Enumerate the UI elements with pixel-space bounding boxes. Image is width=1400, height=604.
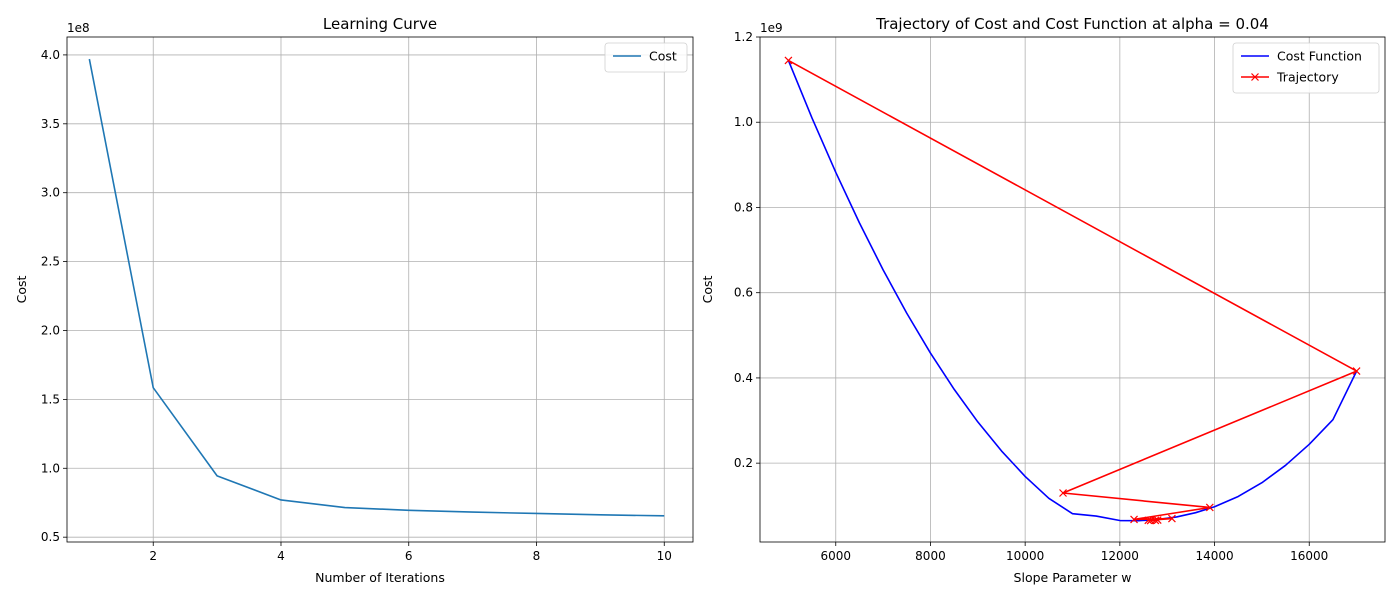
x-axis-label: Slope Parameter w — [1014, 570, 1132, 585]
y-tick-label: 3.5 — [41, 117, 60, 131]
marker-stroke — [1151, 516, 1160, 525]
legend: Cost Function Trajectory — [1232, 42, 1380, 94]
marker-stroke — [1130, 515, 1138, 524]
marker-stroke — [1144, 516, 1153, 525]
y-tick-label: 0.8 — [734, 200, 753, 214]
y-tick-label: 0.6 — [734, 286, 753, 300]
y-tick-label: 4.0 — [41, 48, 60, 62]
x-tick-label: 8 — [533, 549, 541, 563]
y-axis-label: Cost — [700, 276, 715, 304]
y-tick-label: 0.2 — [734, 456, 753, 470]
data-point-marker — [1153, 516, 1162, 524]
series-line-2 — [788, 59, 1358, 522]
chart-title: Trajectory of Cost and Cost Function at … — [875, 15, 1269, 33]
legend-box — [604, 42, 688, 73]
y-tick-label: 2.0 — [41, 323, 60, 337]
y-offset-text: 1e9 — [760, 21, 783, 35]
data-point-marker — [1151, 516, 1160, 525]
legend-box — [1232, 42, 1380, 94]
grid-lines — [67, 37, 693, 542]
x-tick-label: 8000 — [915, 549, 946, 563]
grid-lines — [760, 36, 1385, 542]
series-line-1 — [88, 58, 665, 517]
y-tick-label: 0.5 — [41, 530, 60, 544]
y-tick-label: 1.0 — [41, 461, 60, 475]
data-point-marker — [1059, 489, 1067, 497]
data-point-marker — [1130, 515, 1138, 524]
y-tick-label: 3.0 — [41, 186, 60, 200]
marker-stroke — [1153, 516, 1162, 524]
legend: Cost — [604, 42, 688, 73]
data-point-marker — [1144, 516, 1153, 525]
y-axis-label: Cost — [14, 276, 29, 304]
x-tick-label: 14000 — [1195, 549, 1233, 563]
legend-label: Cost — [649, 49, 677, 64]
subplot-2: 6000 8000 10000 12000 14000 16000 0.2 0.4 0.6 0.8… — [700, 15, 1386, 585]
x-tick-label: 4 — [277, 549, 285, 563]
marker-stroke — [1059, 489, 1067, 497]
legend-label: Trajectory — [1276, 70, 1339, 85]
chart-title: Learning Curve — [323, 15, 437, 33]
x-tick-label: 6 — [405, 549, 413, 563]
y-tick-label: 1.0 — [734, 115, 753, 129]
y-tick-label: 0.4 — [734, 371, 753, 385]
x-tick-label: 16000 — [1290, 549, 1328, 563]
series-line-1 — [787, 60, 1358, 522]
x-tick-label: 2 — [149, 549, 157, 563]
y-tick-label: 1.2 — [734, 30, 753, 44]
legend-label: Cost Function — [1277, 49, 1362, 64]
data-point-marker — [784, 56, 793, 65]
x-tick-label: 10 — [657, 549, 672, 563]
x-tick-label: 12000 — [1101, 549, 1139, 563]
data-point-marker — [1205, 503, 1214, 512]
x-axis-label: Number of Iterations — [315, 570, 445, 585]
x-tick-label: 6000 — [820, 549, 851, 563]
y-tick-label: 1.5 — [41, 392, 60, 406]
marker-stroke — [784, 56, 793, 65]
data-point-marker — [1168, 514, 1176, 523]
marker-stroke — [1352, 367, 1361, 376]
axes-frame — [66, 36, 694, 543]
axes-frame — [759, 36, 1386, 543]
legend-marker-stroke — [1251, 73, 1259, 81]
y-tick-label: 2.5 — [41, 255, 60, 269]
x-tick-label: 10000 — [1006, 549, 1044, 563]
marker-stroke — [1168, 514, 1176, 523]
subplot-1: 2 4 6 8 10 0.5 1.0 1.5 2.0 2.5 3.0 3.5 4.0 1e8 Learnin… — [14, 15, 694, 585]
y-offset-text: 1e8 — [67, 21, 90, 35]
data-point-marker — [1352, 367, 1361, 376]
marker-stroke — [1205, 503, 1214, 512]
